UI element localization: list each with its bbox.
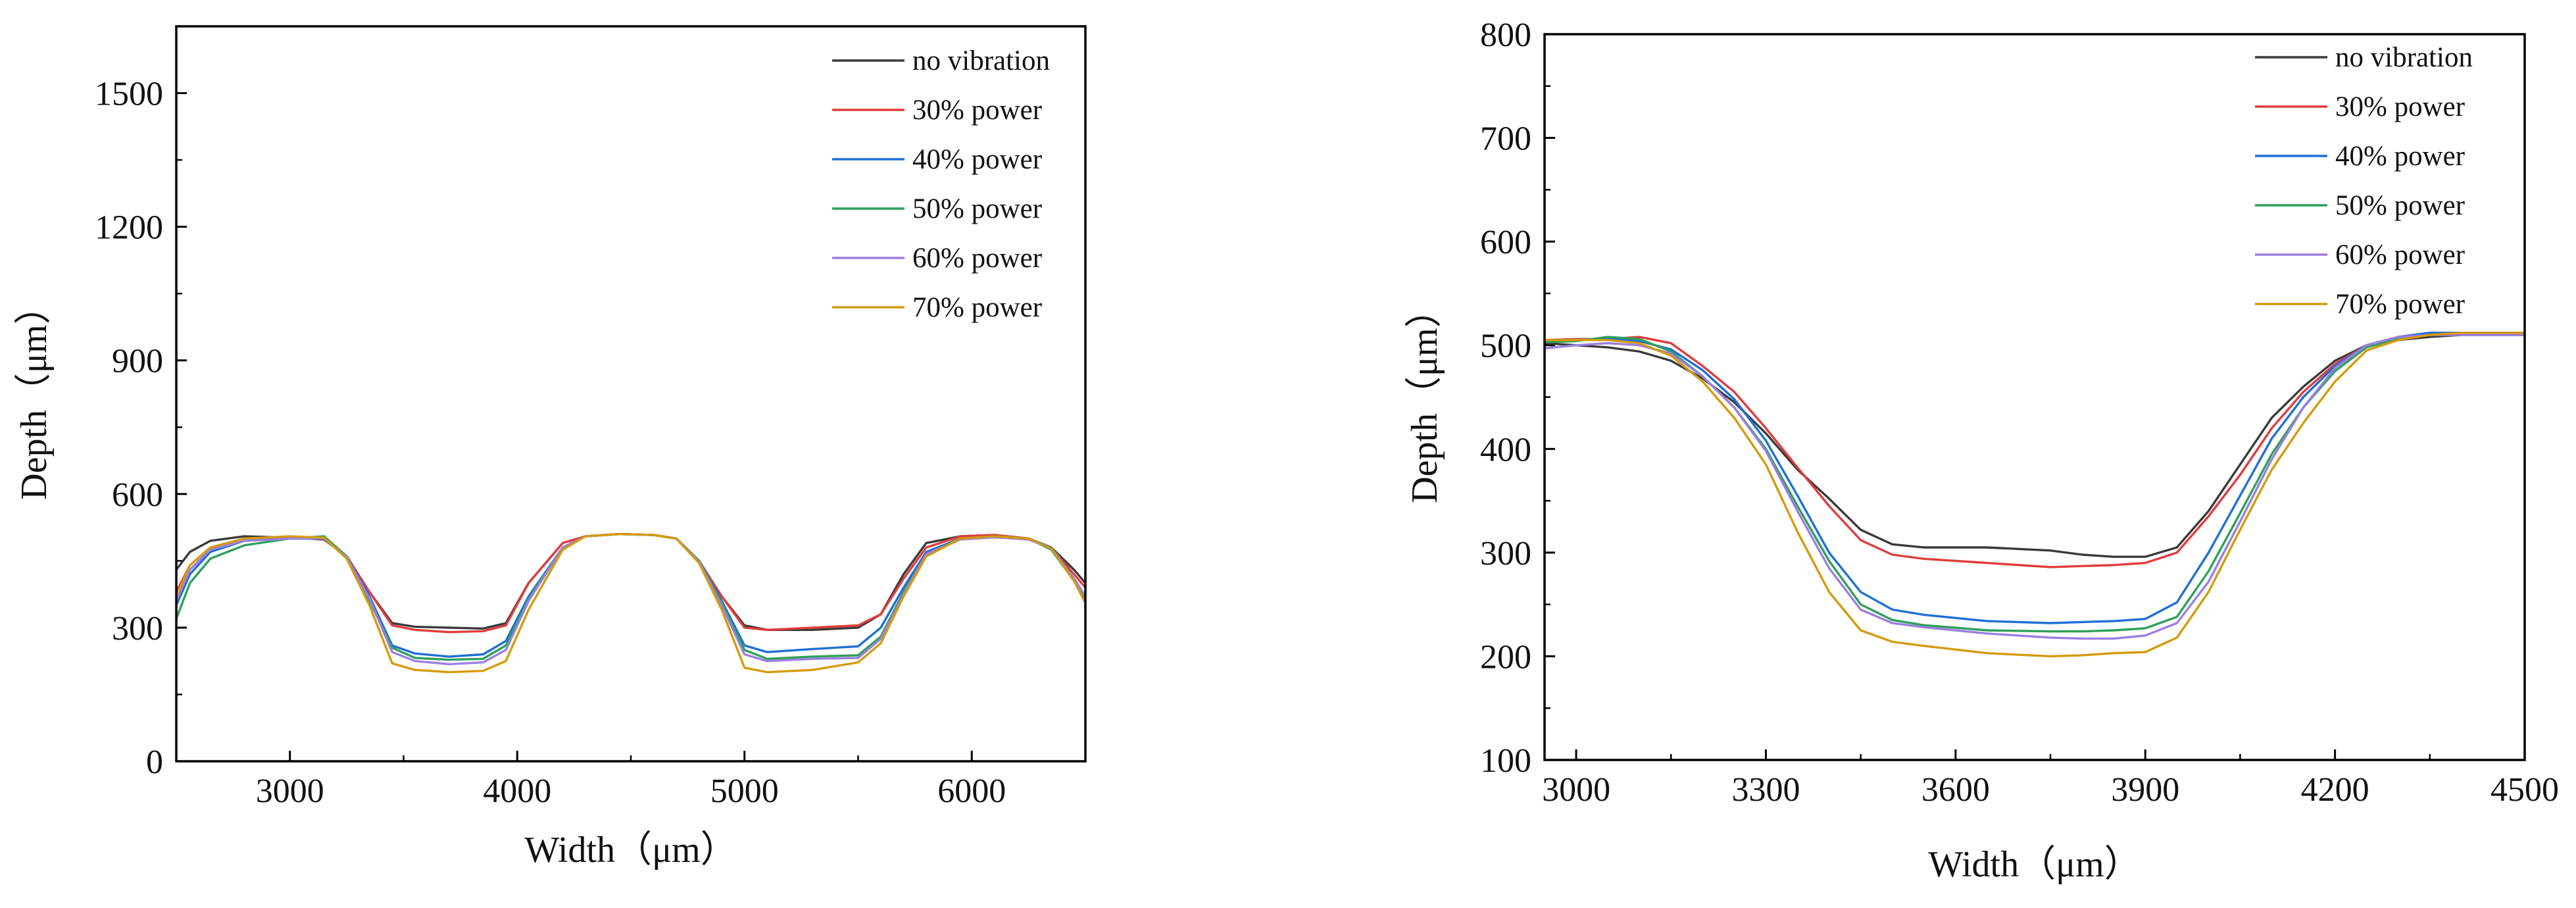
legend-label: 60% power xyxy=(2335,240,2465,270)
legend-label: 40% power xyxy=(912,144,1042,175)
series-line-no-vibration xyxy=(176,533,1085,631)
x-tick-label: 3600 xyxy=(1921,771,1990,809)
y-tick-label: 600 xyxy=(1480,224,1531,261)
legend-label: no vibration xyxy=(2335,42,2473,73)
series-line-60-power xyxy=(1545,334,2525,640)
x-axis-title: Width（μm） xyxy=(524,830,737,870)
x-tick-label: 3900 xyxy=(2111,771,2179,809)
x-tick-label: 4000 xyxy=(483,772,551,810)
series-group xyxy=(176,533,1085,674)
y-axis-title: Depth（μm） xyxy=(14,288,55,499)
legend-label: 70% power xyxy=(2335,289,2465,320)
plot-frame xyxy=(175,25,1087,763)
y-tick-label: 300 xyxy=(112,610,163,647)
series-line-30-power xyxy=(176,533,1085,634)
legend-label: 30% power xyxy=(912,95,1042,126)
y-tick-label: 300 xyxy=(1480,535,1531,572)
legend-label: 50% power xyxy=(912,193,1042,224)
series-line-40-power xyxy=(1545,332,2525,624)
legend-label: no vibration xyxy=(912,45,1050,76)
series-line-70-power xyxy=(176,533,1085,674)
y-tick-label: 800 xyxy=(1480,16,1531,54)
y-tick-label: 500 xyxy=(1480,328,1531,365)
x-tick-label: 6000 xyxy=(937,772,1006,810)
y-tick-label: 0 xyxy=(146,744,163,781)
left-chart: 3000 4000 5000 6000 0 300 600 900 1200 1500 no vib… xyxy=(14,25,1087,870)
legend-label: 60% power xyxy=(912,243,1042,274)
x-tick-label: 3000 xyxy=(1542,771,1610,809)
series-group xyxy=(1545,332,2525,658)
x-tick-label: 5000 xyxy=(710,772,779,810)
y-tick-label: 400 xyxy=(1480,431,1531,468)
y-tick-label: 600 xyxy=(112,476,163,514)
series-line-60-power xyxy=(176,533,1085,666)
x-tick-label: 3000 xyxy=(256,772,324,810)
x-tick-label: 4500 xyxy=(2490,771,2559,809)
y-tick-label: 200 xyxy=(1480,638,1531,676)
legend-label: 40% power xyxy=(2335,141,2465,172)
y-tick-label: 100 xyxy=(1480,742,1531,780)
plot-frame xyxy=(1543,33,2526,761)
legend-label: 50% power xyxy=(2335,190,2465,221)
y-tick-label: 700 xyxy=(1480,120,1531,158)
y-tick-label: 1200 xyxy=(95,209,163,247)
y-axis-title: Depth（μm） xyxy=(1404,291,1445,503)
series-line-40-power xyxy=(176,533,1085,658)
x-tick-label: 4200 xyxy=(2301,771,2369,809)
y-tick-label: 900 xyxy=(112,343,163,380)
series-line-50-power xyxy=(176,533,1085,661)
y-tick-label: 1500 xyxy=(95,76,163,113)
series-line-50-power xyxy=(1545,332,2525,633)
x-tick-label: 3300 xyxy=(1731,771,1800,809)
right-chart: 3000 3300 3600 3900 4200 4500 100 200 300 400 500 6… xyxy=(1404,16,2559,885)
legend-label: 30% power xyxy=(2335,91,2465,122)
legend-label: 70% power xyxy=(912,292,1042,323)
series-line-70-power xyxy=(1545,332,2525,658)
x-axis-title: Width（μm） xyxy=(1928,844,2141,885)
